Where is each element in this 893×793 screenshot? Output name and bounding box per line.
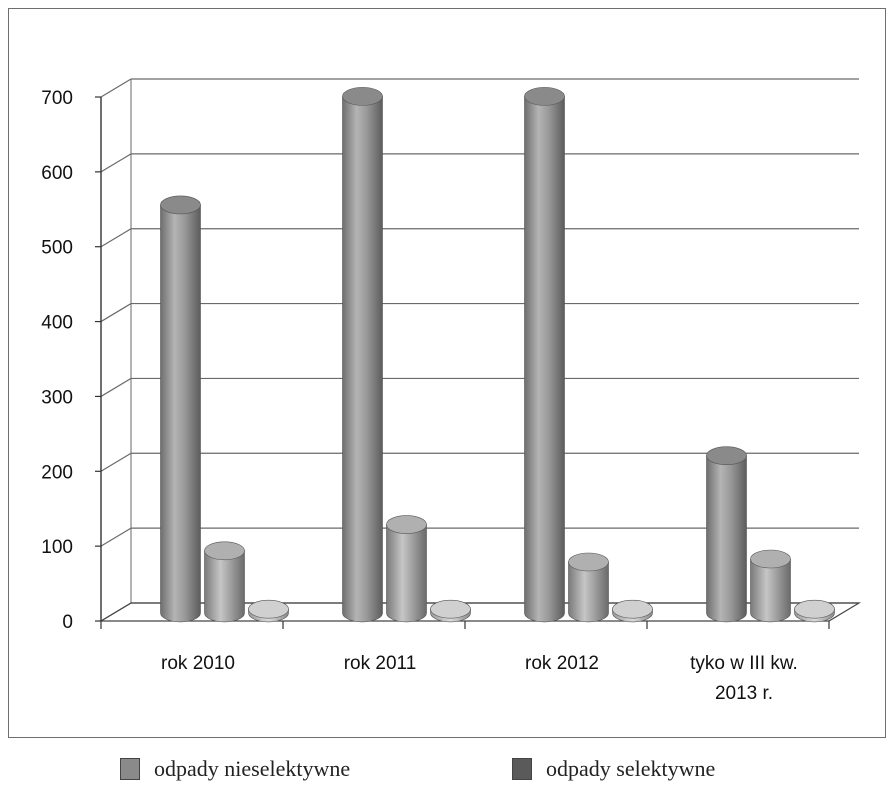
legend: odpady nieselektywne odpady selektywne bbox=[0, 752, 893, 792]
x-category-label-3: tyko w III kw. 2013 r. bbox=[690, 653, 798, 704]
legend-label-0: odpady nieselektywne bbox=[154, 756, 351, 781]
legend-item-0: odpady nieselektywne bbox=[120, 756, 350, 782]
y-tick-label-3: 300 bbox=[41, 387, 73, 408]
gridline-diag-2 bbox=[100, 452, 132, 472]
bar-0-1 bbox=[342, 87, 383, 623]
bar-0-2 bbox=[524, 87, 565, 623]
x-category-label-2: rok 2012 bbox=[525, 653, 599, 674]
gridline-diag-5 bbox=[100, 228, 132, 248]
gridline-diag-7 bbox=[100, 78, 132, 98]
y-tick-label-5: 500 bbox=[41, 238, 73, 259]
bar-1-0 bbox=[204, 541, 245, 623]
gridline-diag-4 bbox=[100, 303, 132, 323]
y-tick-label-1: 100 bbox=[41, 537, 73, 558]
bar-1-1 bbox=[386, 515, 427, 623]
bar-0-3 bbox=[706, 446, 747, 623]
chart-frame: 0 100 200 300 400 500 600 700 rok 2010 rok 2011 ro… bbox=[8, 8, 886, 738]
bar-0-0 bbox=[160, 195, 201, 623]
gridline-diag-1 bbox=[100, 527, 132, 547]
bar-1-2 bbox=[568, 552, 609, 623]
legend-swatch-1 bbox=[512, 758, 532, 780]
bar-2-1 bbox=[430, 599, 471, 623]
gridline-diag-6 bbox=[100, 153, 132, 173]
bar-2-2 bbox=[612, 599, 653, 623]
x-category-label-1: rok 2011 bbox=[344, 653, 417, 674]
x-category-label-0: rok 2010 bbox=[161, 653, 235, 674]
legend-label-1: odpady selektywne bbox=[546, 756, 716, 781]
bar-2-3 bbox=[794, 599, 835, 623]
bar-1-3 bbox=[750, 549, 791, 623]
legend-swatch-0 bbox=[120, 758, 140, 780]
legend-item-1: odpady selektywne bbox=[512, 756, 715, 782]
y-tick-label-0: 0 bbox=[62, 612, 73, 633]
y-tick-label-6: 600 bbox=[41, 163, 73, 184]
gridline-diag-3 bbox=[100, 377, 132, 397]
y-tick-label-4: 400 bbox=[41, 313, 73, 334]
y-tick-label-2: 200 bbox=[41, 462, 73, 483]
chart-plot: 0 100 200 300 400 500 600 700 rok 2010 rok 2011 ro… bbox=[41, 78, 862, 704]
y-tick-label-7: 700 bbox=[41, 88, 73, 109]
bar-2-0 bbox=[248, 599, 289, 623]
